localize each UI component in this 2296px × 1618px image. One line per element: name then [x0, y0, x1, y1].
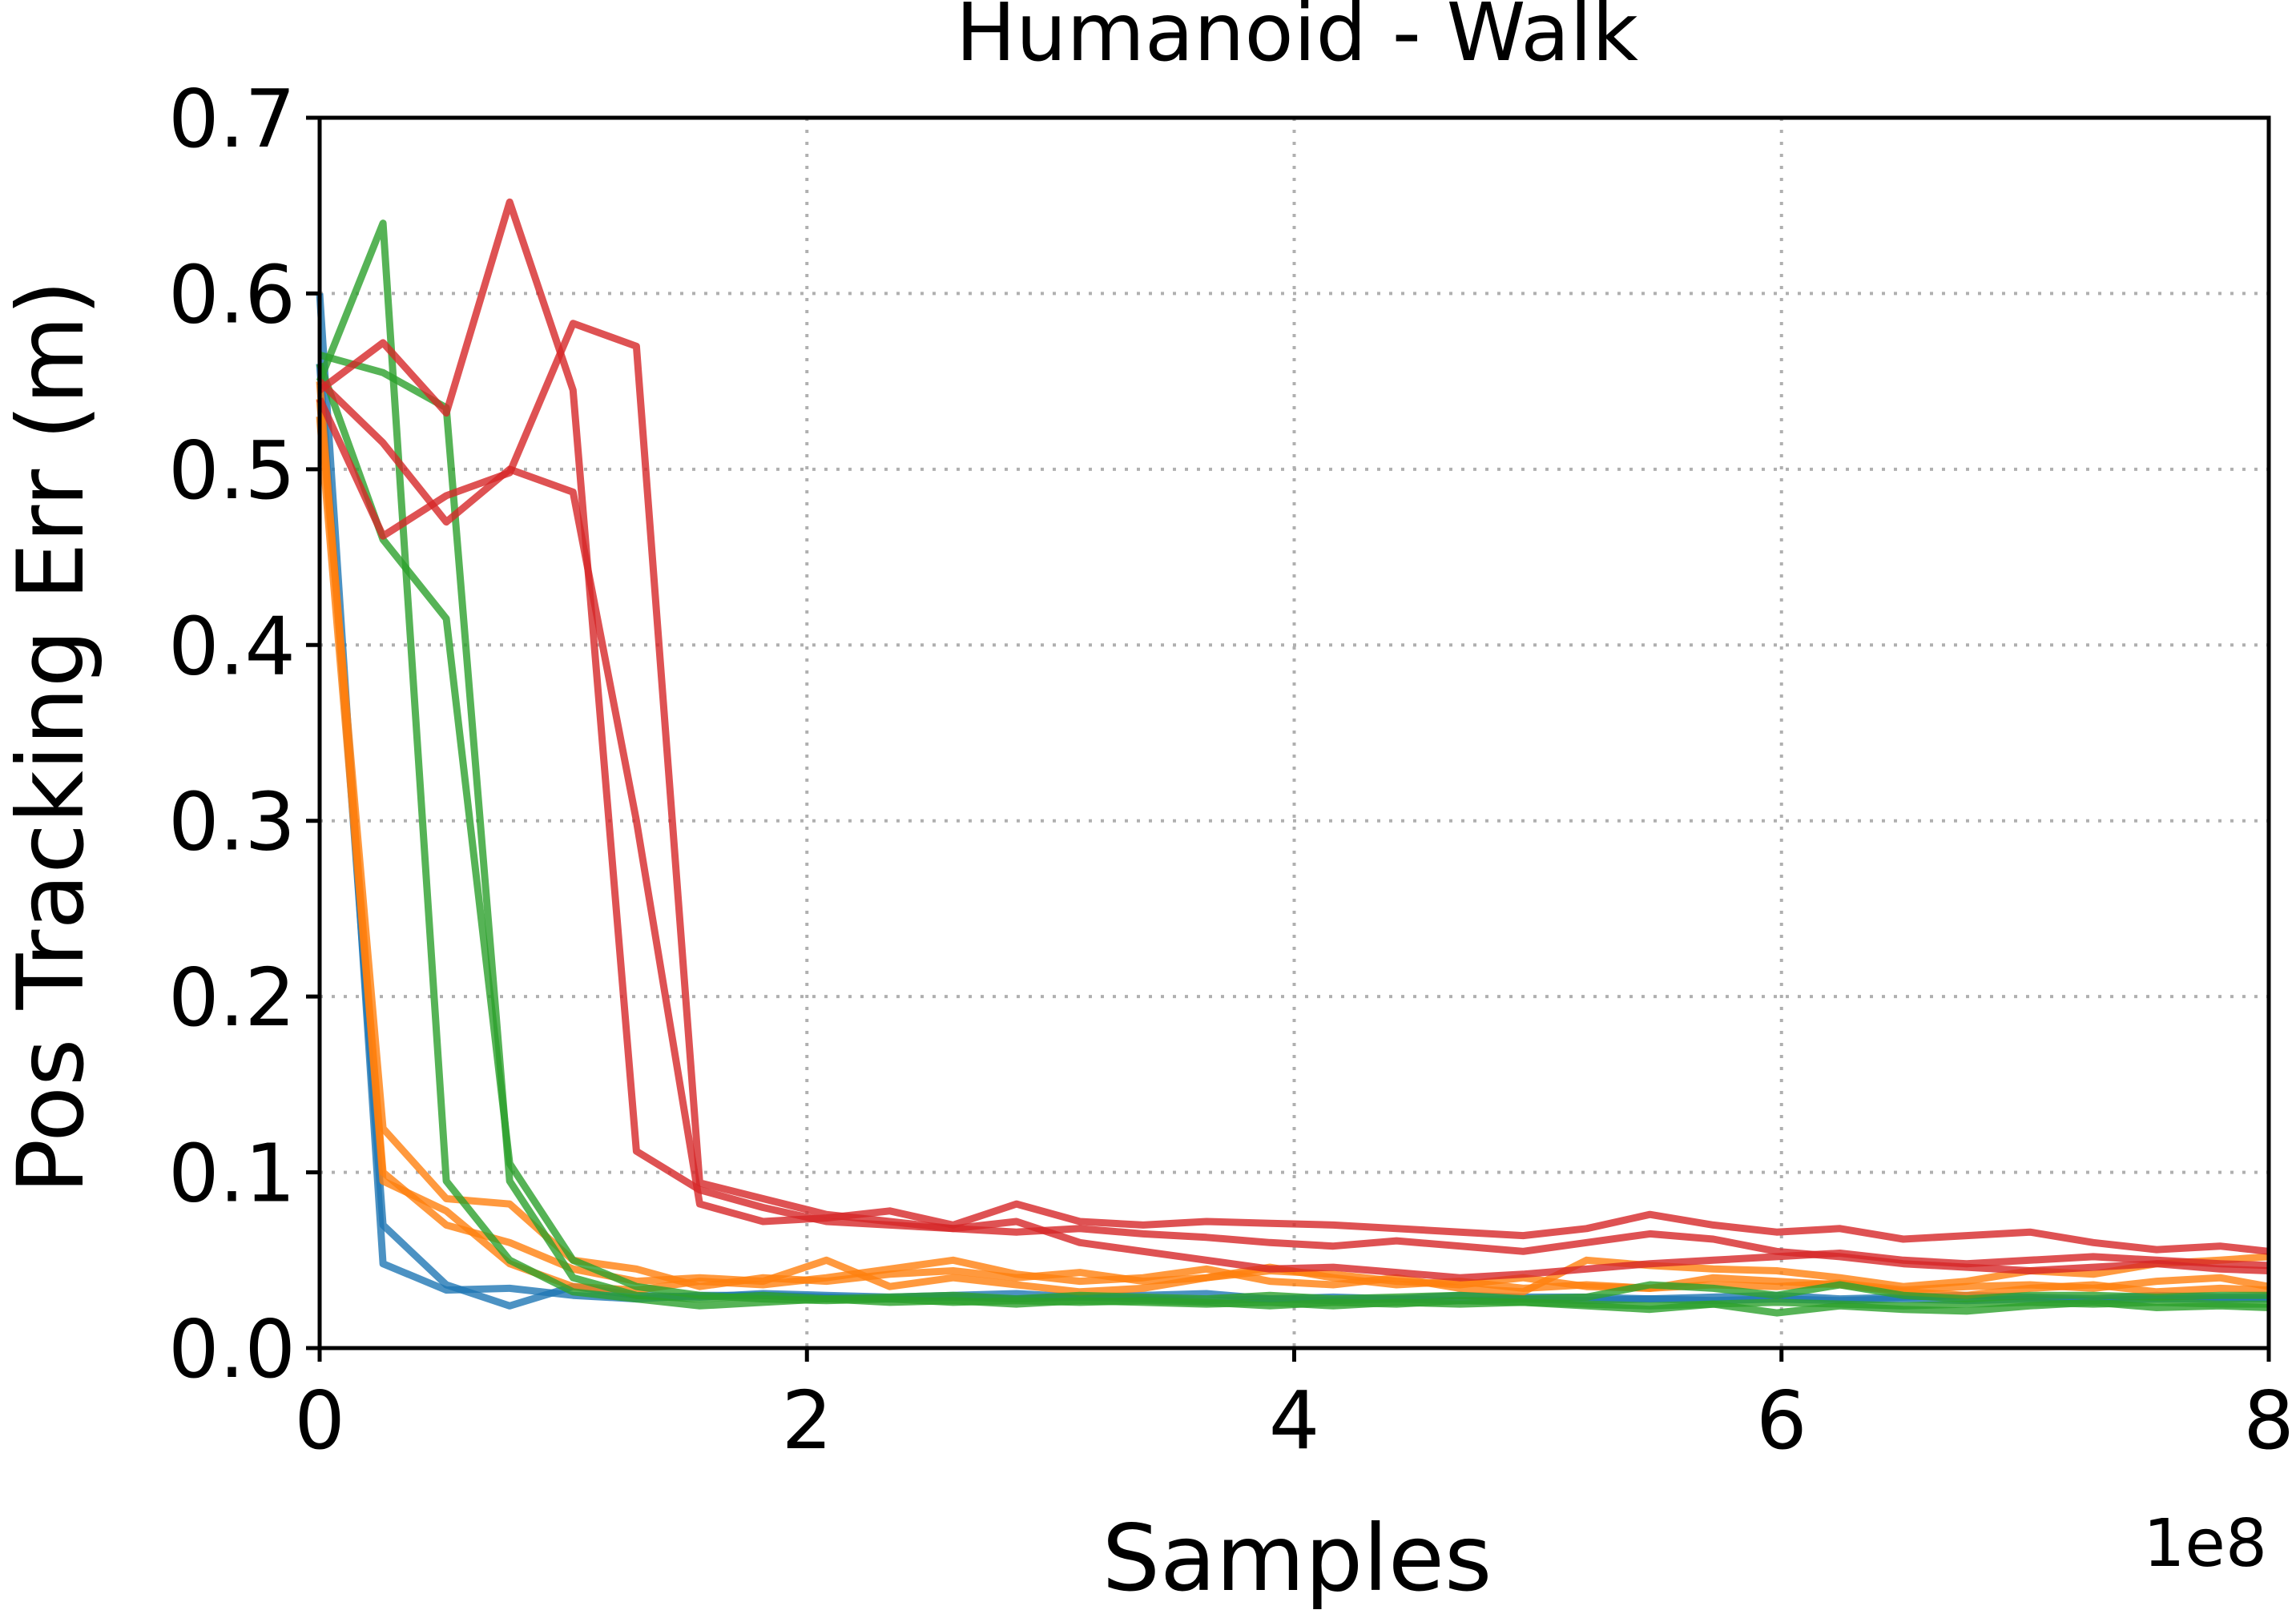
- y-tick-label: 0.3: [168, 775, 296, 869]
- y-tick-label: 0.1: [168, 1127, 296, 1221]
- series-line: [316, 362, 2270, 1317]
- y-tick-label: 0.7: [168, 72, 296, 166]
- x-tick-label: 0: [294, 1374, 345, 1467]
- x-tick-label: 4: [1269, 1374, 1320, 1467]
- y-tick-label: 0.5: [168, 424, 296, 517]
- x-tick-label: 6: [1756, 1374, 1807, 1467]
- series-line: [318, 351, 2269, 1303]
- y-tick-label: 0.4: [168, 599, 296, 693]
- y-tick-label: 0.2: [168, 951, 296, 1044]
- series-lines: [316, 198, 2270, 1317]
- x-axis-offset-label: 1e8: [2143, 1506, 2267, 1582]
- x-tick-label: 8: [2243, 1374, 2294, 1467]
- x-tick-label: 2: [781, 1374, 832, 1467]
- y-tick-label: 0.0: [168, 1302, 296, 1396]
- x-axis-label: Samples: [1102, 1505, 1492, 1612]
- y-axis-label: Pos Tracking Err (m): [0, 280, 104, 1194]
- series-line: [316, 320, 2270, 1274]
- series-line: [316, 378, 2270, 1255]
- y-tick-label: 0.6: [168, 248, 296, 341]
- axis-ticks: 0 2 4 6 8 0.0 0.1 0.2 0.3 0.4 0.5 0.6 0.7: [168, 72, 2294, 1467]
- chart-title: Humanoid - Walk: [956, 0, 1638, 79]
